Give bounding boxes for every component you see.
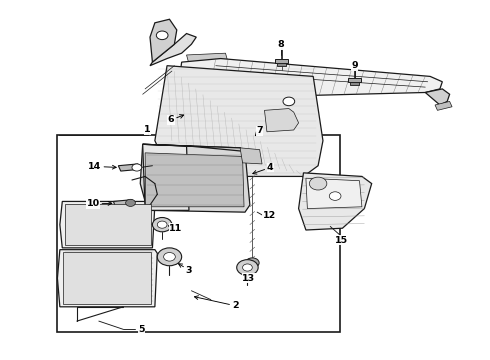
Polygon shape bbox=[265, 109, 298, 132]
Bar bbox=[63, 252, 151, 304]
Polygon shape bbox=[57, 249, 157, 307]
Circle shape bbox=[309, 177, 327, 190]
Bar bbox=[65, 203, 151, 245]
Text: 13: 13 bbox=[243, 274, 255, 283]
Text: 5: 5 bbox=[139, 325, 145, 334]
Circle shape bbox=[237, 260, 258, 275]
Circle shape bbox=[245, 258, 259, 268]
Circle shape bbox=[152, 217, 172, 232]
Bar bbox=[275, 59, 288, 63]
Polygon shape bbox=[240, 148, 262, 164]
Text: 14: 14 bbox=[88, 162, 116, 171]
Text: 9: 9 bbox=[351, 61, 358, 70]
Text: 2: 2 bbox=[195, 296, 239, 310]
Text: 15: 15 bbox=[335, 235, 348, 244]
Bar bbox=[348, 78, 361, 82]
Polygon shape bbox=[150, 33, 196, 66]
Polygon shape bbox=[435, 102, 452, 111]
Polygon shape bbox=[177, 59, 442, 98]
Circle shape bbox=[164, 252, 175, 261]
Bar bbox=[350, 82, 360, 85]
Polygon shape bbox=[143, 144, 245, 152]
Text: 12: 12 bbox=[263, 211, 276, 220]
Text: 11: 11 bbox=[169, 224, 182, 233]
Circle shape bbox=[283, 97, 294, 106]
Polygon shape bbox=[187, 53, 228, 64]
Bar bbox=[57, 135, 340, 332]
Circle shape bbox=[157, 248, 182, 266]
Text: 10: 10 bbox=[86, 199, 112, 208]
Text: 6: 6 bbox=[168, 114, 184, 125]
Circle shape bbox=[157, 221, 167, 228]
Polygon shape bbox=[60, 202, 155, 248]
Circle shape bbox=[243, 264, 252, 271]
Bar bbox=[277, 63, 287, 66]
Text: 3: 3 bbox=[178, 264, 192, 275]
Text: 1: 1 bbox=[144, 126, 151, 135]
Polygon shape bbox=[140, 144, 250, 212]
Polygon shape bbox=[118, 164, 140, 171]
Polygon shape bbox=[425, 89, 450, 105]
Polygon shape bbox=[145, 153, 244, 207]
Circle shape bbox=[156, 31, 168, 40]
Circle shape bbox=[125, 199, 135, 206]
Polygon shape bbox=[114, 200, 134, 207]
Circle shape bbox=[132, 164, 142, 171]
Polygon shape bbox=[155, 66, 323, 176]
Polygon shape bbox=[306, 178, 362, 208]
Text: 7: 7 bbox=[255, 126, 263, 136]
Text: 4: 4 bbox=[253, 163, 273, 174]
Polygon shape bbox=[150, 19, 177, 62]
Polygon shape bbox=[143, 144, 189, 210]
Polygon shape bbox=[298, 173, 372, 230]
Text: 8: 8 bbox=[277, 40, 284, 49]
Circle shape bbox=[329, 192, 341, 201]
